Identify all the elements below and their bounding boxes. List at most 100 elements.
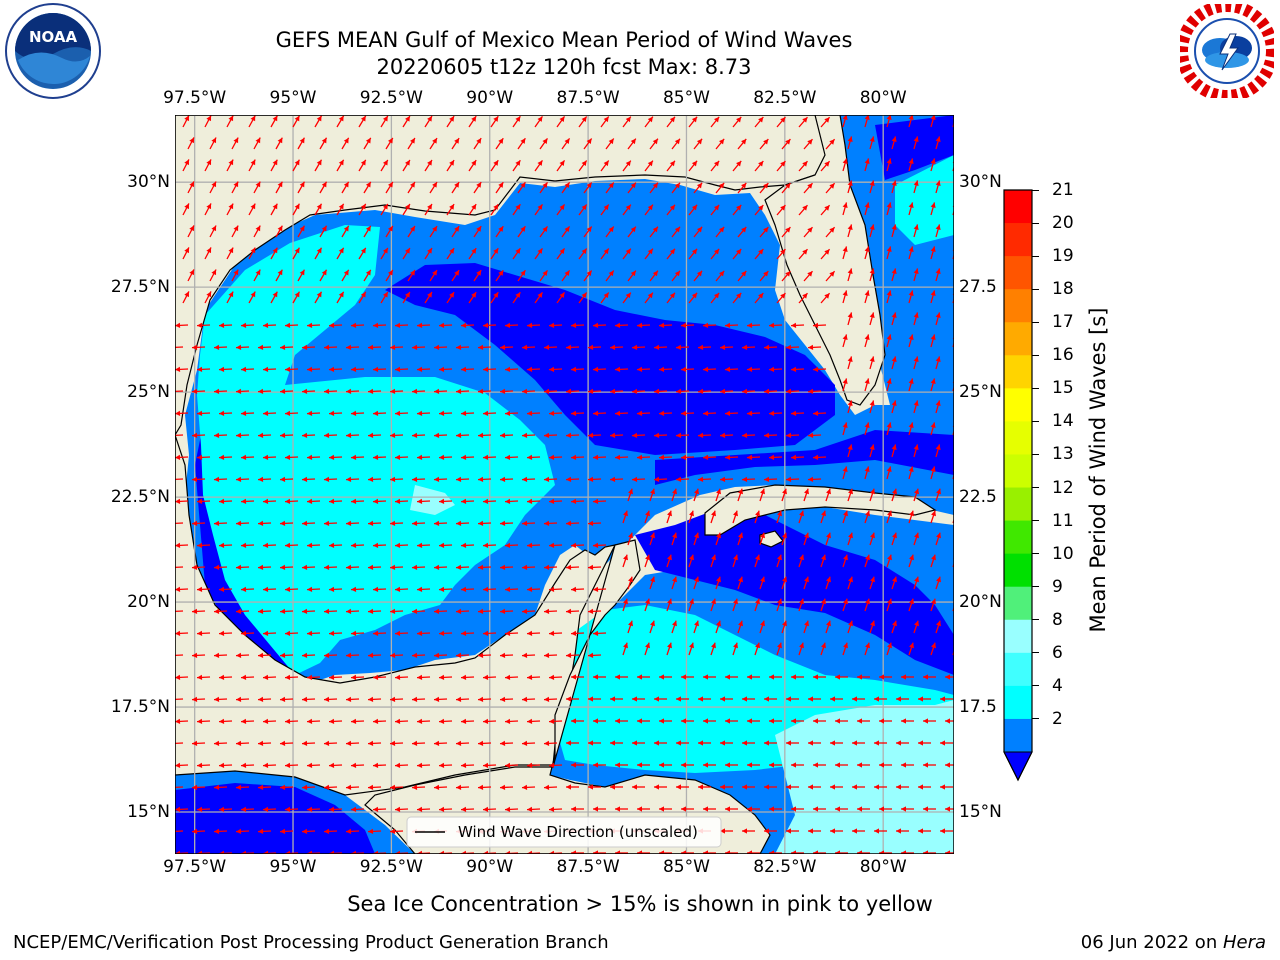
wave-direction-arrow (930, 510, 936, 524)
wave-direction-arrow (284, 718, 299, 724)
wave-direction-arrow (323, 740, 338, 746)
wave-direction-arrow (477, 432, 492, 438)
wave-direction-arrow (737, 488, 743, 502)
wave-direction-arrow (517, 181, 526, 194)
wave-direction-arrow (786, 784, 799, 790)
wave-direction-arrow (521, 784, 536, 790)
wave-direction-arrow (433, 432, 448, 438)
wave-direction-arrow (279, 784, 294, 790)
wave-direction-arrow (658, 366, 673, 372)
wave-direction-arrow (323, 564, 338, 570)
wave-direction-arrow (257, 784, 272, 790)
wave-direction-arrow (847, 400, 853, 414)
wave-direction-arrow (732, 160, 742, 172)
wave-direction-arrow (710, 510, 716, 524)
wave-direction-arrow (632, 696, 645, 702)
wave-direction-arrow (675, 432, 690, 438)
wave-direction-arrow (786, 696, 799, 702)
wave-direction-arrow (279, 740, 294, 746)
wave-direction-arrow (297, 181, 306, 194)
wave-direction-arrow (644, 248, 654, 260)
wave-direction-arrow (769, 850, 782, 854)
lat-tick-label: 17.5°N (110, 697, 170, 718)
lat-tick-label: 25°N (959, 382, 1002, 403)
wave-direction-arrow (781, 182, 791, 194)
wave-direction-arrow (297, 137, 306, 150)
lon-tick-label: 85°W (662, 88, 710, 108)
wave-direction-arrow (763, 344, 778, 350)
wave-direction-arrow (235, 476, 250, 482)
wave-direction-arrow (402, 247, 411, 260)
colorbar-label: Mean Period of Wind Waves [s] (1086, 307, 1110, 633)
wave-direction-arrow (534, 115, 543, 128)
wave-direction-arrow (279, 828, 294, 834)
wave-direction-arrow (482, 674, 497, 680)
wave-direction-arrow (807, 432, 822, 438)
wave-direction-arrow (306, 454, 321, 460)
wave-direction-arrow (570, 542, 585, 548)
wave-direction-arrow (681, 806, 694, 812)
wave-direction-arrow (600, 116, 610, 128)
wave-direction-arrow (279, 564, 294, 570)
wave-direction-arrow (587, 432, 602, 438)
wave-direction-arrow (930, 642, 936, 656)
wave-direction-arrow (389, 476, 404, 482)
wave-direction-arrow (389, 652, 404, 658)
wave-direction-arrow (284, 586, 299, 592)
wave-direction-arrow (622, 160, 632, 172)
wave-direction-arrow (688, 116, 698, 128)
wave-direction-arrow (402, 115, 411, 128)
wave-direction-arrow (253, 269, 261, 282)
wave-direction-arrow (615, 806, 628, 812)
wave-direction-arrow (879, 850, 892, 854)
wave-direction-arrow (627, 138, 637, 150)
wave-direction-arrow (301, 388, 316, 394)
wave-direction-arrow (742, 696, 755, 702)
wave-direction-arrow (477, 520, 492, 526)
wave-direction-arrow (389, 564, 404, 570)
wave-direction-arrow (543, 564, 558, 570)
wave-direction-arrow (477, 696, 492, 702)
wave-direction-arrow (543, 344, 558, 350)
wave-direction-arrow (891, 444, 897, 458)
colorbar-extend-arrow (1003, 751, 1033, 782)
wave-direction-arrow (622, 642, 628, 656)
colorbar-tick-mark (1032, 652, 1039, 654)
wave-direction-arrow (226, 115, 234, 128)
wave-direction-arrow (526, 718, 541, 724)
wave-direction-arrow (703, 674, 716, 680)
wave-direction-arrow (820, 292, 831, 304)
wave-direction-arrow (781, 532, 787, 546)
wave-direction-arrow (526, 630, 541, 636)
wave-direction-arrow (945, 718, 954, 724)
wave-direction-arrow (776, 642, 782, 656)
wave-direction-arrow (627, 576, 633, 590)
wave-direction-arrow (864, 598, 870, 612)
wave-direction-arrow (592, 630, 607, 636)
wave-direction-arrow (737, 620, 743, 634)
wave-period-layer-lt2 (175, 115, 954, 854)
wave-direction-arrow (175, 410, 189, 416)
wave-direction-arrow (768, 454, 783, 460)
wave-direction-arrow (659, 850, 672, 854)
wave-direction-arrow (394, 674, 409, 680)
wave-direction-arrow (693, 270, 703, 282)
wave-direction-arrow (747, 718, 760, 724)
wave-direction-arrow (754, 598, 760, 612)
wave-direction-arrow (583, 182, 593, 194)
wave-direction-arrow (803, 182, 813, 194)
wave-direction-arrow (226, 203, 234, 216)
wave-direction-arrow (790, 322, 805, 328)
wave-direction-arrow (328, 410, 343, 416)
wave-direction-arrow (460, 542, 475, 548)
wave-direction-arrow (196, 410, 211, 416)
wave-direction-arrow (896, 696, 909, 702)
wave-direction-arrow (301, 344, 316, 350)
colorbar (1000, 186, 1040, 786)
wave-direction-arrow (847, 180, 853, 194)
wave-direction-arrow (319, 269, 328, 282)
wave-direction-arrow (671, 226, 681, 238)
wave-direction-arrow (886, 202, 892, 216)
wave-direction-arrow (891, 224, 897, 238)
wave-direction-arrow (588, 696, 601, 702)
